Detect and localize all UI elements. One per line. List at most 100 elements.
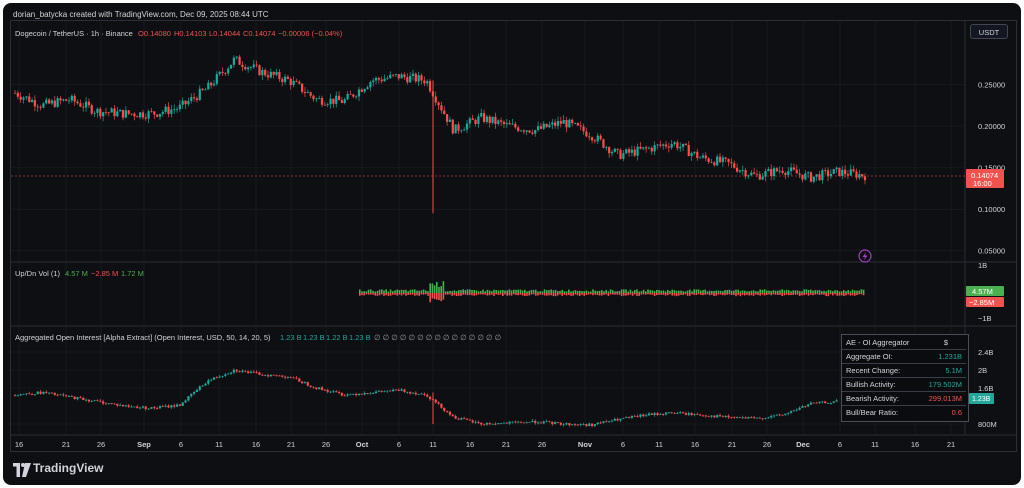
volume-down-bar bbox=[565, 293, 568, 296]
volume-down-bar bbox=[543, 293, 546, 296]
volume-up-bar bbox=[458, 290, 460, 293]
chart-area[interactable] bbox=[10, 20, 1017, 452]
volume-up-bar bbox=[502, 289, 504, 293]
oi-candle bbox=[789, 411, 793, 413]
volume-up-bar bbox=[755, 291, 757, 293]
volume-down-bar bbox=[420, 293, 423, 295]
oi-panel-row: Bull/Bear Ratio: 0.6 bbox=[842, 405, 966, 419]
volume-up-bar bbox=[684, 291, 687, 293]
price-candle bbox=[619, 150, 622, 159]
volume-up-bar bbox=[651, 290, 654, 293]
flash-icon[interactable] bbox=[858, 249, 872, 263]
oi-candle bbox=[753, 417, 756, 419]
volume-up-bar bbox=[605, 289, 607, 293]
price-candle bbox=[352, 94, 355, 97]
price-candle bbox=[320, 98, 324, 105]
volume-up-bar bbox=[392, 291, 394, 293]
price-candle bbox=[221, 71, 224, 73]
price-candle bbox=[13, 92, 17, 94]
price-candle bbox=[244, 66, 247, 70]
price-candle bbox=[266, 75, 270, 78]
oi-candle bbox=[386, 390, 389, 392]
volume-up-bar bbox=[484, 291, 486, 293]
volume-down-bar bbox=[645, 293, 647, 295]
volume-down-bar bbox=[838, 293, 841, 296]
oi-candle bbox=[724, 415, 727, 417]
chart-svg[interactable]: 16 21 26 Sep 6 11 16 21 26 Oct 6 11 16 21 26 Nov 6 11 16 21… bbox=[3, 3, 1021, 485]
volume-down-bar bbox=[442, 293, 445, 300]
oi-candle bbox=[409, 391, 412, 394]
oi-candle bbox=[306, 382, 309, 386]
volume-down-bar bbox=[541, 293, 544, 295]
volume-up-bar bbox=[794, 290, 797, 293]
oi-candle bbox=[204, 383, 207, 386]
price-candle bbox=[639, 146, 642, 149]
volume-up-bar bbox=[462, 289, 464, 293]
volume-down-bar bbox=[528, 293, 530, 296]
volume-up-bar bbox=[499, 290, 502, 293]
oi-candle bbox=[539, 422, 543, 424]
volume-down-bar bbox=[860, 293, 863, 295]
price-candle bbox=[48, 99, 51, 104]
volume-down-bar bbox=[414, 293, 416, 296]
oi-candle bbox=[687, 413, 690, 415]
volume-down-bar bbox=[744, 293, 746, 296]
volume-down-bar bbox=[772, 293, 775, 295]
price-candle bbox=[448, 119, 452, 122]
price-candle bbox=[144, 117, 147, 119]
oi-panel-row-value: 179.502M bbox=[928, 380, 962, 389]
price-candle bbox=[491, 116, 494, 123]
x-tick-label: 21 bbox=[728, 440, 736, 449]
volume-down-bar bbox=[706, 293, 709, 295]
oi-candle bbox=[741, 417, 744, 419]
volume-up-bar bbox=[367, 289, 370, 293]
currency-button[interactable]: USDT bbox=[970, 24, 1008, 39]
price-candle bbox=[565, 119, 568, 128]
volume-down-bar bbox=[750, 293, 753, 296]
oi-candle bbox=[30, 393, 34, 395]
oi-candle bbox=[778, 414, 781, 416]
ohlc-close: C0.14074 bbox=[243, 29, 276, 38]
oi-candle bbox=[113, 403, 116, 405]
volume-up-bar bbox=[825, 291, 827, 293]
oi-candle bbox=[84, 399, 88, 401]
volume-up-bar bbox=[438, 286, 440, 293]
oi-candle bbox=[124, 405, 127, 407]
price-candle bbox=[366, 87, 369, 90]
price-candle bbox=[312, 95, 315, 100]
price-candle bbox=[602, 139, 605, 148]
price-candle bbox=[383, 78, 386, 82]
volume-down-bar bbox=[711, 293, 713, 295]
oi-candle bbox=[659, 413, 662, 415]
price-candle bbox=[275, 71, 278, 75]
volume-up-bar bbox=[526, 291, 528, 293]
volume-up-bar bbox=[834, 290, 836, 293]
price-candle bbox=[298, 81, 301, 84]
oi-candle bbox=[48, 392, 51, 394]
volume-up-bar bbox=[519, 289, 522, 293]
volume-up-bar bbox=[539, 291, 541, 293]
volume-up-bar bbox=[510, 290, 513, 293]
price-candle bbox=[377, 77, 380, 80]
price-candle bbox=[386, 78, 389, 79]
volume-up-bar bbox=[447, 291, 449, 293]
volume-down-bar bbox=[768, 293, 770, 295]
price-candle bbox=[121, 109, 125, 118]
oi-candle bbox=[815, 402, 818, 404]
oi-candle bbox=[477, 421, 480, 423]
volume-down-bar bbox=[473, 293, 475, 296]
price-candle bbox=[406, 77, 409, 83]
volume-down-bar bbox=[653, 293, 656, 297]
oi-candle bbox=[33, 394, 36, 395]
oi-panel-row-value: 5.1M bbox=[945, 366, 962, 375]
volume-up-bar bbox=[363, 291, 365, 293]
volume-up-bar bbox=[579, 290, 581, 293]
oi-candle bbox=[397, 389, 400, 391]
price-candle bbox=[767, 168, 770, 172]
volume-down-bar bbox=[752, 293, 755, 296]
oi-candle bbox=[102, 401, 105, 404]
volume-up-bar bbox=[563, 291, 566, 293]
oi-candle bbox=[67, 396, 71, 397]
oi-value-3: 1.22 B bbox=[326, 333, 348, 342]
oi-candle bbox=[522, 422, 525, 424]
